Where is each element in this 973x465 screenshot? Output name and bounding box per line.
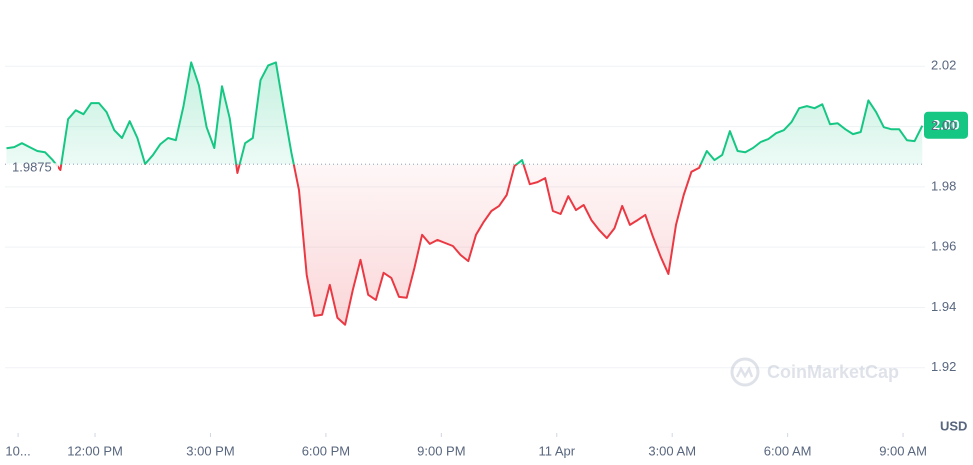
watermark-text: CoinMarketCap [767,362,899,382]
x-tick-label: 3:00 PM [186,443,234,458]
x-tick-label: 12:00 PM [67,443,123,458]
x-tick-label: 6:00 PM [302,443,350,458]
y-tick-label: 1.98 [931,178,956,193]
y-tick-label: 1.94 [931,299,956,314]
current-price-box [924,111,968,139]
x-tick-label: 10... [5,443,30,458]
y-tick-label: 1.92 [931,359,956,374]
baseline-label-bg [8,163,58,178]
x-tick-label: 6:00 AM [764,443,812,458]
price-line [6,61,924,326]
x-tick-label: 9:00 AM [879,443,927,458]
baseline-label: 1.9875 [12,160,52,175]
current-price-label: 2.00 [932,116,959,132]
x-tick-label: 3:00 AM [648,443,696,458]
axes: 1.92 1.94 1.96 1.98 2.00 2.02 10... 12:00 PM 3:0… [5,58,956,459]
y-tick-label: 2.02 [931,58,956,73]
y-tick-label: 2.00 [931,118,956,133]
x-tick-label: 11 Apr [538,443,575,458]
price-area [6,62,923,325]
plot: 1.9875 2.00 [5,61,968,326]
watermark: CoinMarketCap [730,357,899,387]
x-tick-label: 9:00 PM [417,443,465,458]
currency-label: USD [940,418,967,433]
y-tick-label: 1.96 [931,239,956,254]
